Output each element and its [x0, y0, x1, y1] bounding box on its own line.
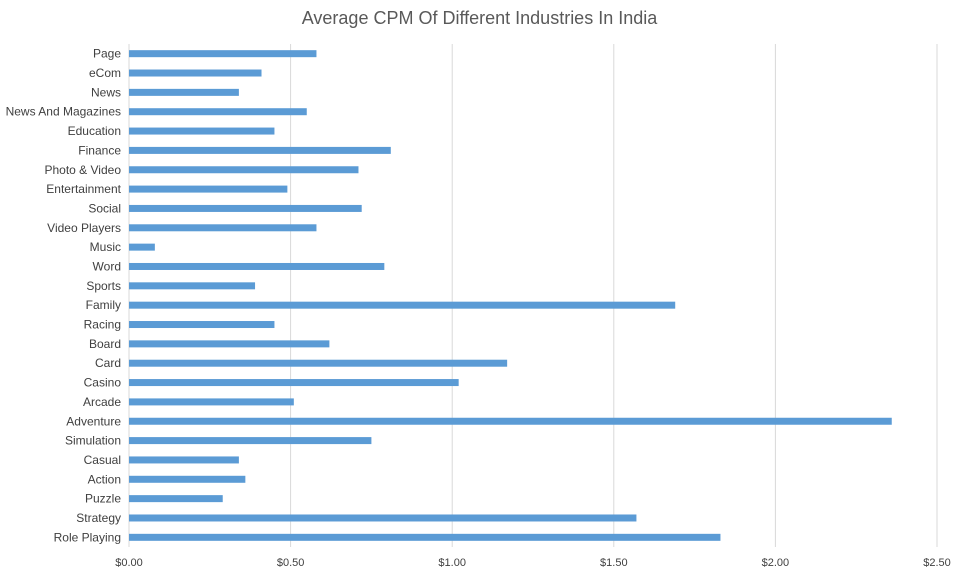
category-label: News: [91, 85, 121, 99]
bar: [129, 224, 317, 232]
category-label: Family: [86, 298, 121, 312]
category-label: Puzzle: [85, 492, 121, 506]
bar: [129, 166, 359, 174]
x-tick-label: $1.00: [438, 557, 466, 569]
bars: [129, 50, 892, 541]
bar: [129, 359, 508, 367]
category-label: Board: [89, 337, 121, 351]
category-label: Role Playing: [54, 530, 121, 544]
bar: [129, 533, 721, 541]
category-label: Music: [90, 240, 121, 254]
bar: [129, 146, 391, 154]
chart-title: Average CPM Of Different Industries In I…: [301, 8, 658, 28]
bar: [129, 301, 676, 309]
bar: [129, 417, 892, 425]
category-label: Simulation: [65, 434, 121, 448]
bar: [129, 495, 223, 503]
bar: [129, 437, 372, 445]
bar: [129, 243, 155, 251]
gridlines: [128, 44, 938, 547]
x-tick-label: $1.50: [600, 557, 628, 569]
bar: [129, 456, 239, 464]
category-label: Photo & Video: [44, 163, 121, 177]
bar: [129, 514, 637, 522]
category-label: News And Magazines: [6, 105, 121, 119]
category-label: Action: [88, 472, 121, 486]
category-label: Social: [88, 201, 121, 215]
bar: [129, 108, 307, 116]
x-tick-label: $0.50: [277, 557, 305, 569]
bar: [129, 262, 385, 270]
category-label: Page: [93, 47, 121, 61]
category-label: Word: [93, 259, 121, 273]
bar: [129, 340, 330, 348]
category-label: Sports: [86, 279, 121, 293]
category-label: Video Players: [47, 221, 121, 235]
category-label: Casino: [84, 376, 122, 390]
bar: [129, 321, 275, 329]
bar: [129, 282, 256, 290]
x-tick-labels: $0.00 $0.50 $1.00 $1.50 $2.00 $2.50: [115, 557, 951, 569]
bar: [129, 204, 362, 212]
category-label: Casual: [84, 453, 121, 467]
x-tick-label: $2.50: [923, 557, 951, 569]
bar: [129, 398, 294, 406]
category-label: Arcade: [83, 395, 121, 409]
category-label: Card: [95, 356, 121, 370]
category-label: Entertainment: [46, 182, 121, 196]
bar: [129, 185, 288, 193]
bar: [129, 475, 246, 483]
x-tick-label: $0.00: [115, 557, 143, 569]
bar: [129, 379, 459, 387]
bar: [129, 88, 239, 96]
bar: [129, 50, 317, 58]
category-label: Strategy: [76, 511, 121, 525]
category-labels: Page eCom News News And Magazines Education F…: [6, 47, 122, 545]
bar: [129, 127, 275, 135]
category-label: Racing: [84, 318, 121, 332]
category-label: Finance: [78, 143, 121, 157]
x-tick-label: $2.00: [762, 557, 790, 569]
category-label: eCom: [89, 66, 121, 80]
bar: [129, 69, 262, 77]
category-label: Adventure: [66, 414, 121, 428]
category-label: Education: [68, 124, 121, 138]
